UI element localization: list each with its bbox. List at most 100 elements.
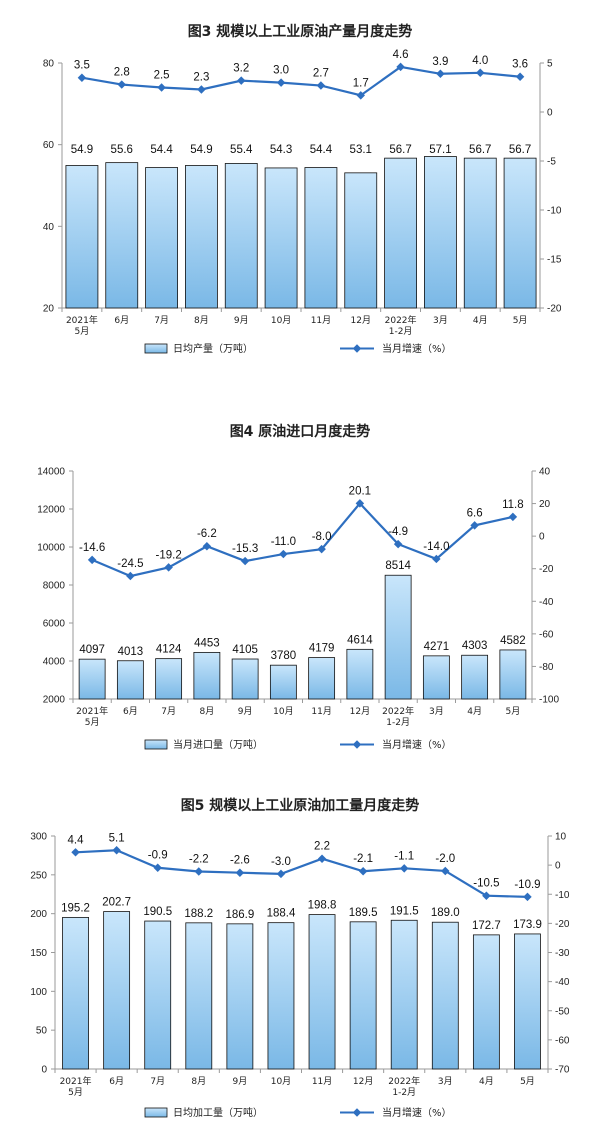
y-left-tick-label: 8000 [43, 581, 66, 592]
bar [463, 157, 497, 309]
bar-value-label: 188.2 [184, 908, 213, 920]
growth-line [91, 501, 514, 578]
chart-title: 图5 规模以上工业原油加工量月度走势 [181, 797, 420, 814]
line-value-label: 4.0 [472, 55, 488, 67]
bar [503, 157, 537, 309]
line-value-label: -4.9 [388, 526, 408, 538]
x-tick-label: 11月 [311, 315, 331, 326]
bar [349, 921, 377, 1070]
bar [231, 658, 259, 700]
y-left-tick-label: 6000 [43, 619, 66, 630]
line-value-label: 2.2 [314, 841, 330, 853]
crude-import-chart: 图4 原油进口月度走势 2000 4000 6000 8000 10000 12000 140… [37, 423, 559, 751]
chart-title: 图4 原油进口月度走势 [230, 423, 371, 440]
x-tick-label: 3月 [438, 1076, 453, 1087]
line-point [126, 571, 135, 581]
bar-value-label: 54.3 [270, 144, 292, 156]
bar [344, 172, 378, 309]
bar-value-label: 56.7 [469, 144, 491, 156]
line-value-label: 3.2 [233, 63, 249, 75]
y-right-tick-label: -100 [539, 695, 559, 706]
y-right-tick-label: -15 [547, 255, 562, 266]
bar-value-label: 173.9 [513, 919, 542, 931]
y-left-tick-label: 80 [43, 59, 55, 70]
line-value-label: 11.8 [502, 499, 524, 511]
bar-value-label: 172.7 [472, 920, 501, 932]
line-point [117, 80, 126, 89]
legend-line-marker [352, 1108, 362, 1117]
bar-value-label: 56.7 [389, 144, 411, 156]
line-value-label: -3.0 [271, 856, 291, 868]
y-left-tick-label: 250 [30, 870, 47, 881]
x-tick-label: 2022年 [388, 1075, 420, 1087]
y-right-tick-label: -30 [555, 948, 570, 959]
bar-value-label: 54.4 [150, 144, 173, 156]
line-point [432, 554, 441, 564]
line-point [235, 868, 245, 877]
line-point [508, 512, 518, 522]
x-tick-label: 5月 [506, 706, 521, 717]
chart-title: 图3 规模以上工业原油产量月度走势 [188, 23, 413, 40]
bar-value-label: 4582 [500, 635, 526, 647]
growth-line [81, 65, 521, 97]
line-point [153, 863, 162, 872]
x-tick-label: 9月 [238, 706, 253, 717]
line-point [112, 846, 121, 855]
line-value-label: -24.5 [117, 558, 143, 570]
x-tick-label: 9月 [234, 315, 249, 326]
y-right-tick-label: 5 [547, 59, 553, 70]
bar [308, 914, 336, 1070]
bar [185, 165, 218, 309]
line-point [396, 62, 405, 72]
legend-line-label: 当月增速（%） [382, 738, 452, 751]
bar [78, 658, 106, 700]
x-tick-label: 10月 [273, 706, 293, 717]
legend-bar-label: 日均产量（万吨） [173, 342, 253, 355]
y-left-tick-label: 0 [41, 1065, 47, 1076]
x-tick-label: 12月 [353, 1076, 373, 1087]
y-right-tick-label: -80 [539, 662, 554, 673]
x-tick-label: 9月 [233, 1076, 248, 1087]
x-tick-label: 4月 [467, 706, 482, 717]
bar [267, 922, 295, 1070]
line-point [279, 549, 288, 559]
x-tick-label: 5月 [75, 326, 90, 337]
bar-value-label: 4303 [462, 640, 488, 652]
bar-value-label: 190.5 [143, 906, 172, 918]
bar [103, 911, 131, 1070]
y-right-tick-label: -10 [547, 206, 562, 217]
line-value-label: -1.1 [394, 850, 414, 862]
bar-value-label: 191.5 [390, 905, 419, 917]
line-value-label: -2.2 [189, 854, 209, 866]
line-point [436, 69, 445, 79]
bar [308, 657, 336, 700]
x-tick-label: 4月 [473, 315, 488, 326]
y-right-tick-label: 20 [539, 499, 551, 510]
line-point [87, 555, 97, 565]
legend-line-marker [352, 740, 362, 749]
x-tick-label: 7月 [150, 1076, 165, 1087]
y-right-tick-label: 0 [539, 532, 545, 543]
x-tick-label: 5月 [513, 315, 528, 326]
line-value-label: 4.6 [393, 49, 409, 61]
bar-value-label: 55.4 [230, 144, 253, 156]
bar-value-label: 4453 [194, 637, 220, 649]
bar-value-label: 189.5 [349, 907, 378, 919]
line-value-label: -19.2 [156, 549, 182, 561]
bar [144, 920, 172, 1070]
bar-value-label: 4124 [156, 644, 182, 656]
line-value-label: 2.8 [114, 67, 130, 79]
line-point [316, 81, 326, 90]
x-tick-label: 6月 [109, 1076, 124, 1087]
x-tick-label: 2022年 [382, 705, 414, 717]
y-right-tick-label: -5 [547, 157, 556, 168]
line-point [237, 76, 246, 85]
bar [499, 649, 527, 700]
line-point [356, 91, 365, 100]
line-value-label: 6.6 [467, 507, 483, 519]
bar-value-label: 4013 [118, 646, 144, 658]
y-right-tick-label: -40 [555, 977, 570, 988]
bar [461, 654, 489, 700]
y-right-tick-label: 40 [539, 467, 551, 478]
